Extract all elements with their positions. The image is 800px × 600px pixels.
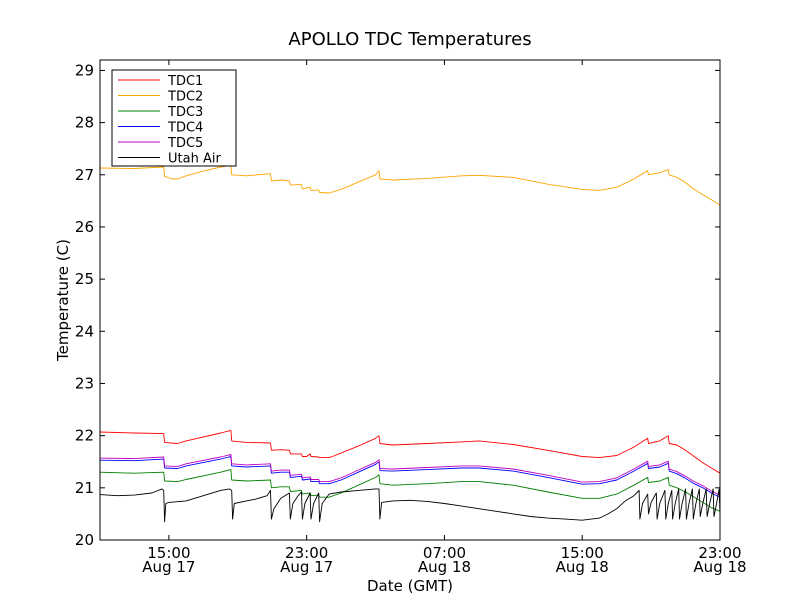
y-tick-label: 27 — [75, 166, 94, 184]
y-tick-label: 28 — [75, 114, 94, 132]
x-tick-time-label: 23:00 — [698, 544, 741, 562]
x-tick-date-label: Aug 18 — [556, 558, 609, 576]
x-tick-date-label: Aug 17 — [142, 558, 195, 576]
y-tick-label: 25 — [75, 270, 94, 288]
legend-label-tdc4: TDC4 — [167, 121, 203, 136]
legend-label-tdc2: TDC2 — [167, 90, 203, 105]
y-tick-label: 26 — [75, 218, 94, 236]
legend-label-tdc5: TDC5 — [167, 136, 203, 151]
x-tick-time-label: 23:00 — [285, 544, 328, 562]
x-tick-date-label: Aug 18 — [693, 558, 746, 576]
x-tick-date-label: Aug 18 — [418, 558, 471, 576]
series-line-tdc4 — [100, 456, 720, 498]
legend-label-utah-air: Utah Air — [168, 152, 221, 167]
series-line-tdc5 — [100, 453, 720, 496]
y-tick-label: 20 — [75, 531, 94, 549]
x-tick-date-label: Aug 17 — [280, 558, 333, 576]
y-axis-label: Temperature (C) — [54, 239, 72, 362]
legend-label-tdc1: TDC1 — [167, 74, 203, 89]
series-line-utah-air — [100, 488, 720, 523]
y-tick-label: 23 — [75, 374, 94, 392]
series-line-tdc3 — [100, 469, 720, 512]
legend-label-tdc3: TDC3 — [167, 105, 203, 120]
x-tick-time-label: 15:00 — [147, 544, 190, 562]
x-tick-time-label: 15:00 — [561, 544, 604, 562]
y-tick-label: 24 — [75, 322, 94, 340]
x-axis-label: Date (GMT) — [367, 577, 453, 595]
plot-frame — [99, 59, 721, 541]
x-tick-time-label: 07:00 — [423, 544, 466, 562]
y-tick-label: 29 — [75, 61, 94, 79]
chart-title: APOLLO TDC Temperatures — [288, 29, 531, 50]
y-tick-label: 22 — [75, 427, 94, 445]
series-line-tdc1 — [100, 429, 720, 474]
series-line-tdc2 — [100, 164, 720, 206]
y-tick-label: 21 — [75, 479, 94, 497]
legend-box — [111, 69, 237, 167]
series-lines — [100, 164, 720, 523]
